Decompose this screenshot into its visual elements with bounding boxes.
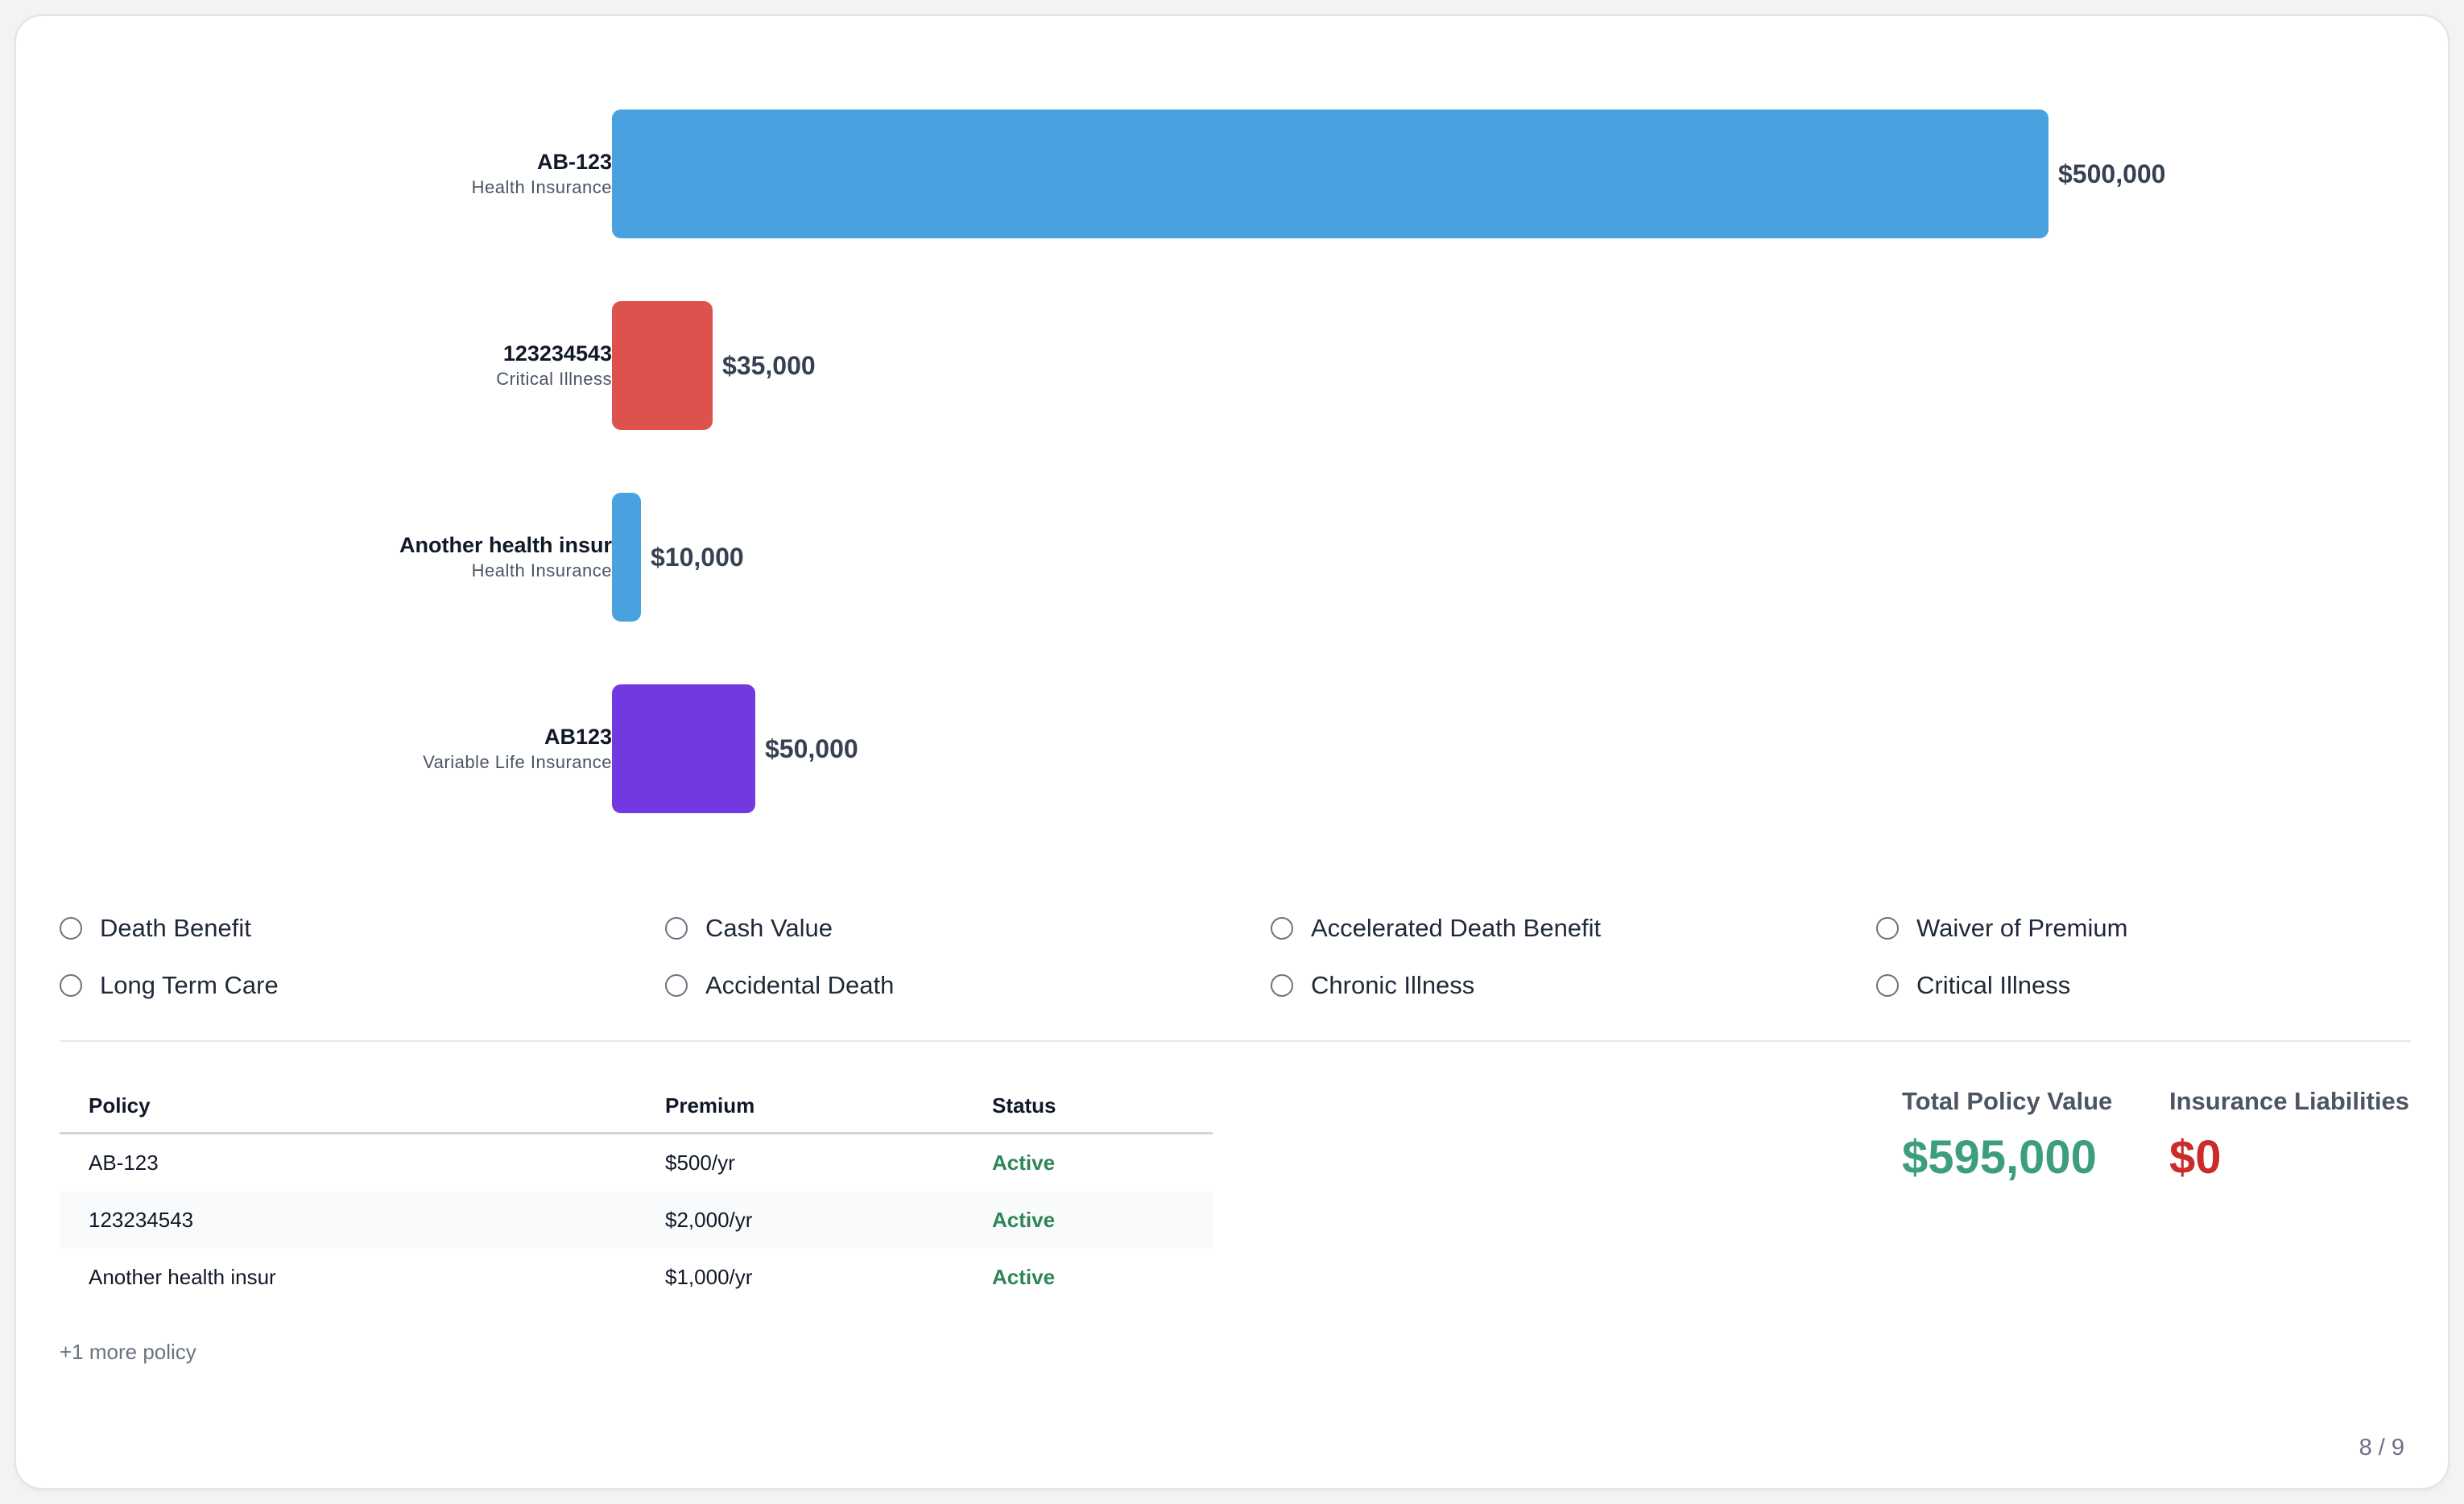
bar-label: Another health insur Health Insurance xyxy=(32,531,612,583)
column-header-policy: Policy xyxy=(89,1093,151,1118)
radio-button[interactable] xyxy=(1271,974,1293,997)
insurance-summary-card: AB-123 Health Insurance $500,000 123234543 C… xyxy=(14,14,2450,1490)
feature-option-death-benefit[interactable]: Death Benefit xyxy=(60,908,251,948)
feature-option-chronic-illness[interactable]: Chronic Illness xyxy=(1271,965,1474,1006)
table-row[interactable]: AB-123 $500/yr Active xyxy=(60,1134,1213,1192)
bar-value-label: $50,000 xyxy=(765,734,858,763)
bar-policy-type: Health Insurance xyxy=(471,560,612,581)
total-policy-value-amount: $595,000 xyxy=(1902,1131,2097,1184)
feature-option-cash-value[interactable]: Cash Value xyxy=(665,908,833,948)
feature-label: Critical Illness xyxy=(1916,971,2071,999)
radio-button[interactable] xyxy=(1271,917,1293,940)
radio-button[interactable] xyxy=(60,917,82,940)
bar-policy-type: Health Insurance xyxy=(471,177,612,197)
bar-policy-name: AB123 xyxy=(544,725,612,749)
bar-label: 123234543 Critical Illness xyxy=(32,340,612,391)
table-row[interactable]: Another health insur $1,000/yr Active xyxy=(60,1249,1213,1306)
bar-label: AB123 Variable Life Insurance xyxy=(32,723,612,775)
page-indicator: 8 / 9 xyxy=(2359,1435,2404,1461)
feature-label: Cash Value xyxy=(705,914,833,942)
status-cell: Active xyxy=(992,1265,1056,1289)
feature-option-critical-illness[interactable]: Critical Illness xyxy=(1876,965,2070,1006)
policy-cell: 123234543 xyxy=(89,1208,194,1232)
status-cell: Active xyxy=(992,1208,1056,1232)
total-policy-value-label: Total Policy Value xyxy=(1902,1087,2113,1115)
table-header: Policy Premium Status xyxy=(60,1079,1213,1134)
radio-button[interactable] xyxy=(665,917,688,940)
total-policy-value: Total Policy Value $595,000 xyxy=(1902,1087,2112,1184)
column-header-premium: Premium xyxy=(665,1093,755,1118)
bar-label: AB-123 Health Insurance xyxy=(32,148,612,200)
policy-cell: AB-123 xyxy=(89,1151,159,1175)
policy-cell: Another health insur xyxy=(89,1265,276,1289)
radio-button[interactable] xyxy=(1876,974,1899,997)
feature-option-long-term-care[interactable]: Long Term Care xyxy=(60,965,279,1006)
more-policies-link[interactable]: +1 more policy xyxy=(60,1340,196,1364)
policy-table: Policy Premium Status AB-123 $500/yr Act… xyxy=(60,1079,1213,1306)
bar[interactable] xyxy=(612,301,713,430)
feature-label: Waiver of Premium xyxy=(1916,914,2128,942)
bar-value-label: $35,000 xyxy=(722,351,816,380)
feature-label: Death Benefit xyxy=(100,914,251,942)
feature-option-waiver-of-premium[interactable]: Waiver of Premium xyxy=(1876,908,2127,948)
bar[interactable] xyxy=(612,493,641,622)
table-row[interactable]: 123234543 $2,000/yr Active xyxy=(60,1192,1213,1249)
premium-cell: $1,000/yr xyxy=(665,1265,753,1289)
radio-button[interactable] xyxy=(1876,917,1899,940)
feature-option-accidental-death[interactable]: Accidental Death xyxy=(665,965,894,1006)
bar[interactable] xyxy=(612,109,2049,238)
bar-policy-type: Critical Illness xyxy=(496,369,612,389)
bar-policy-name: 123234543 xyxy=(502,341,612,366)
column-header-status: Status xyxy=(992,1093,1056,1118)
radio-button[interactable] xyxy=(60,974,82,997)
bar[interactable] xyxy=(612,684,755,813)
bar-value-label: $500,000 xyxy=(2058,159,2166,188)
bar-policy-name: Another health insur xyxy=(399,533,612,557)
policy-value-bar-chart: AB-123 Health Insurance $500,000 123234543 C… xyxy=(16,16,2451,853)
feature-option-accelerated-death-benefit[interactable]: Accelerated Death Benefit xyxy=(1271,908,1601,948)
insurance-liabilities: Insurance Liabilities $0 xyxy=(2169,1087,2409,1184)
premium-cell: $2,000/yr xyxy=(665,1208,753,1232)
bar-policy-type: Variable Life Insurance xyxy=(423,752,612,772)
insurance-liabilities-label: Insurance Liabilities xyxy=(2169,1087,2410,1115)
bar-policy-name: AB-123 xyxy=(536,150,612,174)
bar-value-label: $10,000 xyxy=(651,543,744,572)
premium-cell: $500/yr xyxy=(665,1151,735,1175)
feature-label: Accelerated Death Benefit xyxy=(1311,914,1602,942)
status-cell: Active xyxy=(992,1151,1056,1175)
feature-label: Long Term Care xyxy=(100,971,279,999)
radio-button[interactable] xyxy=(665,974,688,997)
feature-label: Accidental Death xyxy=(705,971,895,999)
insurance-liabilities-amount: $0 xyxy=(2169,1131,2222,1184)
section-divider xyxy=(60,1040,2411,1042)
feature-label: Chronic Illness xyxy=(1311,971,1475,999)
